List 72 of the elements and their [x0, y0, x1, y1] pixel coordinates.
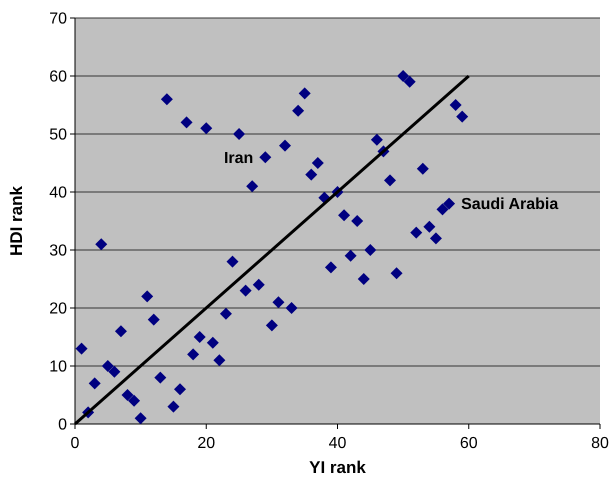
- x-tick-label: 80: [591, 435, 609, 452]
- point: [450, 99, 462, 111]
- x-axis-title: YI rank: [309, 458, 366, 477]
- x-tick-label: 0: [70, 435, 80, 452]
- y-tick-label: 10: [49, 358, 68, 376]
- point: [436, 203, 448, 216]
- y-tick-label: 70: [49, 10, 68, 28]
- point: [312, 157, 324, 169]
- y-tick-label: 50: [49, 126, 68, 144]
- point: [200, 122, 212, 134]
- point: [443, 198, 456, 210]
- point: [370, 134, 383, 146]
- point: [259, 151, 272, 164]
- point: [220, 308, 232, 320]
- point: [141, 290, 154, 302]
- x-tick-label: 60: [460, 435, 478, 452]
- point: [266, 319, 278, 332]
- point: [364, 244, 376, 256]
- point: [305, 168, 318, 181]
- point: [252, 278, 265, 291]
- point: [246, 180, 258, 192]
- point: [344, 250, 357, 262]
- point: [95, 238, 108, 250]
- point: [134, 412, 147, 424]
- point: [128, 394, 140, 407]
- point: [416, 162, 429, 175]
- point: [180, 116, 193, 128]
- point: [358, 273, 370, 285]
- point: [187, 348, 200, 360]
- point: [324, 261, 337, 274]
- x-tick-label: 20: [197, 435, 216, 452]
- y-tick-label: 40: [49, 184, 68, 202]
- x-tick-label: 40: [328, 435, 346, 452]
- point: [272, 296, 284, 308]
- point: [148, 314, 160, 326]
- point: [174, 383, 186, 396]
- point: [279, 140, 291, 152]
- point: [456, 110, 468, 123]
- point: [410, 226, 422, 239]
- point: [194, 331, 206, 343]
- point: [292, 104, 304, 117]
- point: [404, 76, 416, 88]
- point: [240, 284, 252, 297]
- y-tick-label: 20: [49, 300, 68, 318]
- point: [88, 377, 101, 390]
- y-axis-title: HDI rank: [7, 186, 26, 256]
- point: [114, 325, 127, 338]
- annotation: Iran: [224, 150, 254, 167]
- point: [397, 70, 410, 82]
- point: [351, 215, 364, 227]
- point: [390, 267, 403, 280]
- point: [160, 93, 173, 106]
- annotation: Saudi Arabia: [461, 196, 558, 214]
- point: [213, 354, 226, 366]
- y-tick-label: 60: [49, 68, 68, 86]
- point: [384, 174, 396, 186]
- point: [233, 128, 246, 140]
- point: [154, 372, 166, 384]
- y-tick-label: 30: [49, 242, 68, 260]
- point: [338, 209, 350, 222]
- point: [430, 232, 442, 244]
- point: [108, 366, 120, 378]
- point: [298, 87, 311, 100]
- point: [226, 256, 238, 268]
- point: [286, 302, 298, 314]
- point: [423, 220, 436, 233]
- point: [102, 360, 114, 372]
- point: [76, 342, 88, 355]
- y-tick-label: 0: [58, 416, 68, 434]
- point: [122, 389, 134, 401]
- point: [206, 336, 219, 349]
- point: [167, 400, 180, 413]
